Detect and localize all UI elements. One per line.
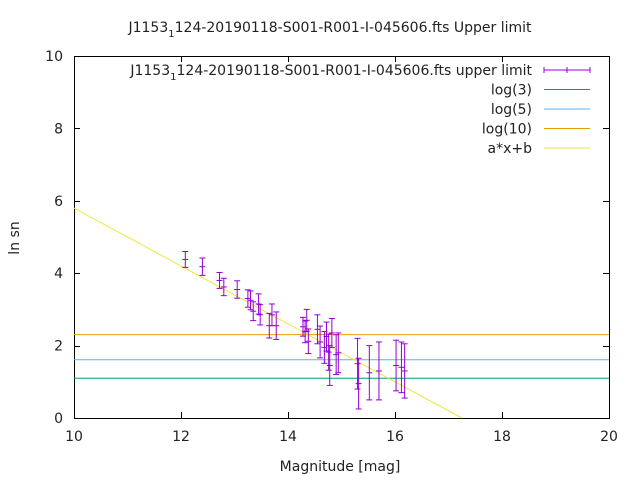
- plot-area: [74, 207, 609, 419]
- x-tick-label: 16: [386, 429, 404, 445]
- legend-item: J11531124-20190118-S001-R001-I-045606.ft…: [129, 63, 591, 83]
- title-rest: 124-20190118-S001-R001-I-045606.fts Uppe…: [175, 20, 532, 36]
- legend-label: log(5): [491, 102, 532, 118]
- data-point: [401, 343, 408, 399]
- legend: J11531124-20190118-S001-R001-I-045606.ft…: [129, 63, 591, 157]
- data-point: [244, 289, 251, 308]
- data-point: [314, 314, 321, 345]
- x-tick-label: 18: [493, 429, 511, 445]
- legend-label: a*x+b: [488, 141, 533, 157]
- y-tick-label: 4: [54, 266, 63, 282]
- data-point: [268, 303, 275, 327]
- x-tick-label: 12: [172, 429, 190, 445]
- title-main: J1153: [127, 20, 168, 36]
- legend-item: log(10): [482, 122, 590, 138]
- data-point: [354, 337, 361, 390]
- legend-label: log(3): [491, 83, 532, 99]
- x-tick-label: 20: [600, 429, 618, 445]
- data-point: [305, 328, 312, 355]
- legend-label: J11531124-20190118-S001-R001-I-045606.ft…: [129, 63, 532, 83]
- data-point: [234, 280, 241, 299]
- plot-frame: [74, 56, 610, 419]
- y-tick-label: 10: [45, 49, 63, 65]
- data-point: [317, 325, 324, 359]
- data-point: [335, 332, 342, 374]
- y-axis-label: ln sn: [7, 221, 23, 254]
- data-point: [257, 304, 264, 326]
- data-point: [328, 317, 335, 348]
- data-point: [326, 345, 333, 386]
- data-point: [398, 341, 405, 394]
- x-tick-label: 14: [279, 429, 297, 445]
- legend-item: a*x+b: [488, 141, 590, 157]
- y-tick-label: 8: [54, 121, 63, 137]
- x-tick-label: 10: [65, 429, 83, 445]
- data-point: [250, 301, 257, 322]
- legend-item: log(3): [491, 83, 590, 99]
- legend-label: log(10): [482, 122, 532, 138]
- data-point: [355, 357, 362, 410]
- data-point: [273, 311, 280, 340]
- legend-item: log(5): [491, 102, 590, 118]
- y-axis: 0 2 4 6 8 10: [45, 49, 609, 427]
- y-tick-label: 6: [54, 194, 63, 210]
- x-axis: 10 12 14 16 18 20: [65, 56, 618, 445]
- data-point: [366, 345, 373, 401]
- data-point: [375, 341, 382, 401]
- y-tick-label: 0: [54, 411, 63, 427]
- chart-title: J11531124-20190118-S001-R001-I-045606.ft…: [127, 20, 532, 40]
- data-point: [247, 290, 254, 311]
- y-tick-label: 2: [54, 339, 63, 355]
- data-point: [325, 333, 332, 371]
- x-axis-label: Magnitude [mag]: [280, 459, 401, 475]
- data-point: [216, 271, 223, 289]
- data-point: [182, 250, 189, 268]
- data-point: [393, 339, 400, 392]
- title-subscript: 1: [168, 29, 174, 40]
- data-point: [199, 257, 206, 276]
- data-point: [220, 277, 227, 297]
